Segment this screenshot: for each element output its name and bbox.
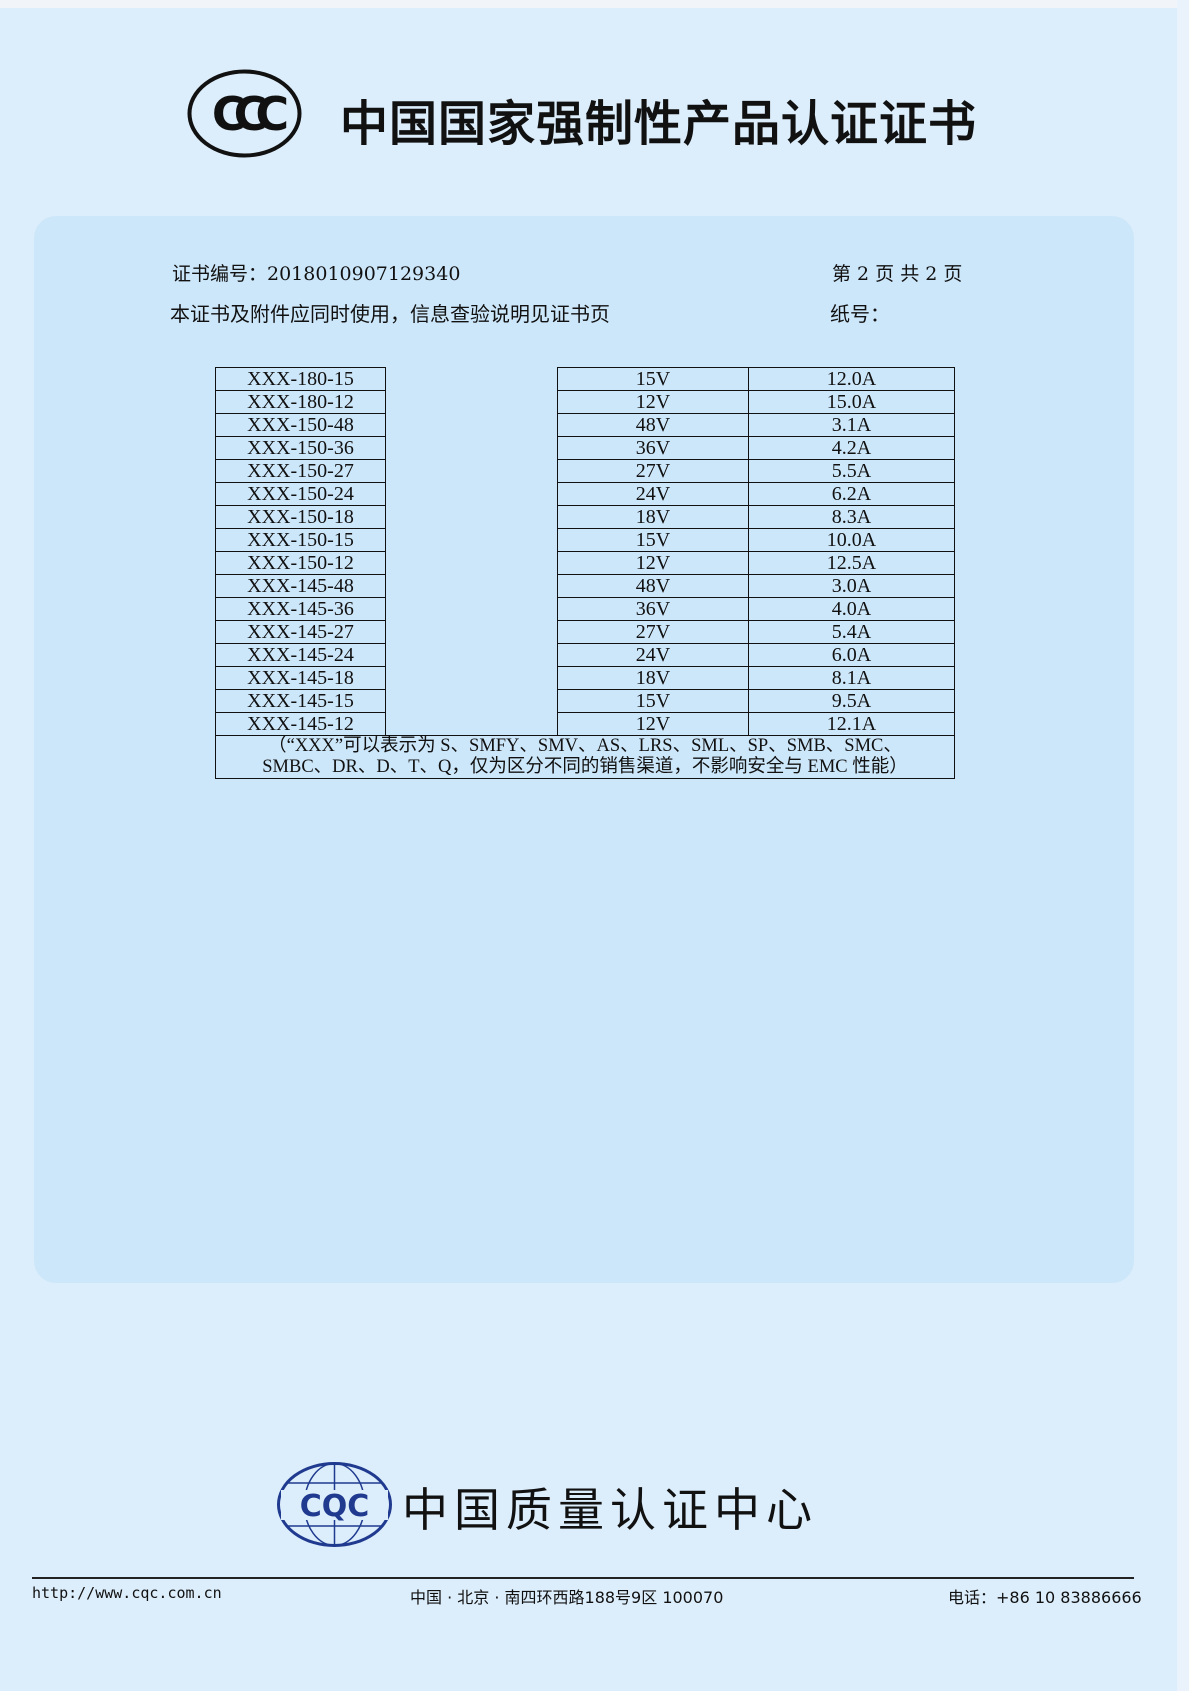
model-cell: XXX-145-18 — [215, 666, 386, 690]
current-cell: 4.2A — [748, 436, 955, 460]
voltage-cell: 24V — [557, 482, 749, 506]
page-info: 第 2 页 共 2 页 — [832, 263, 963, 285]
certificate-title: 中国国家强制性产品认证证书 — [340, 96, 978, 152]
current-cell: 5.5A — [748, 459, 955, 483]
voltage-cell: 15V — [557, 528, 749, 552]
top-strip — [0, 0, 1189, 8]
model-cell: XXX-145-12 — [215, 712, 386, 736]
model-cell: XXX-150-24 — [215, 482, 386, 506]
paper-number-label: 纸号： — [830, 302, 890, 326]
model-cell: XXX-145-24 — [215, 643, 386, 667]
current-cell: 3.0A — [748, 574, 955, 598]
model-cell: XXX-150-18 — [215, 505, 386, 529]
right-strip — [1177, 0, 1189, 1691]
voltage-cell: 18V — [557, 505, 749, 529]
voltage-cell: 27V — [557, 459, 749, 483]
table-note-line-2: SMBC、DR、D、T、Q，仅为区分不同的销售渠道，不影响安全与 EMC 性能） — [262, 757, 908, 777]
model-cell: XXX-150-36 — [215, 436, 386, 460]
current-cell: 9.5A — [748, 689, 955, 713]
model-cell: XXX-150-48 — [215, 413, 386, 437]
cqc-logo: CQC — [277, 1462, 392, 1547]
voltage-cell: 48V — [557, 574, 749, 598]
voltage-cell: 24V — [557, 643, 749, 667]
footer-divider — [32, 1577, 1134, 1579]
cqc-org-name: 中国质量认证中心 — [402, 1483, 818, 1537]
table-note: （“XXX”可以表示为 S、SMFY、SMV、AS、LRS、SML、SP、SMB… — [215, 735, 955, 779]
model-cell: XXX-180-12 — [215, 390, 386, 414]
voltage-cell: 15V — [557, 367, 749, 391]
voltage-cell: 12V — [557, 390, 749, 414]
model-cell: XXX-145-36 — [215, 597, 386, 621]
current-cell: 4.0A — [748, 597, 955, 621]
model-cell: XXX-145-15 — [215, 689, 386, 713]
model-cell: XXX-150-15 — [215, 528, 386, 552]
voltage-cell: 12V — [557, 712, 749, 736]
voltage-cell: 36V — [557, 597, 749, 621]
current-cell: 10.0A — [748, 528, 955, 552]
current-cell: 5.4A — [748, 620, 955, 644]
footer-phone: 电话：+86 10 83886666 — [948, 1588, 1142, 1607]
model-cell: XXX-150-27 — [215, 459, 386, 483]
voltage-cell: 48V — [557, 413, 749, 437]
current-cell: 12.5A — [748, 551, 955, 575]
svg-text:CQC: CQC — [300, 1489, 370, 1524]
model-cell: XXX-145-27 — [215, 620, 386, 644]
current-cell: 12.1A — [748, 712, 955, 736]
voltage-cell: 15V — [557, 689, 749, 713]
model-cell: XXX-150-12 — [215, 551, 386, 575]
voltage-cell: 27V — [557, 620, 749, 644]
voltage-cell: 18V — [557, 666, 749, 690]
certificate-number: 证书编号：2018010907129340 — [172, 263, 461, 285]
voltage-cell: 36V — [557, 436, 749, 460]
usage-note: 本证书及附件应同时使用，信息查验说明见证书页 — [170, 302, 610, 326]
current-cell: 3.1A — [748, 413, 955, 437]
footer-address: 中国 · 北京 · 南四环西路188号9区 100070 — [410, 1588, 724, 1607]
model-cell: XXX-145-48 — [215, 574, 386, 598]
svg-text:CCC: CCC — [212, 87, 287, 141]
content-panel — [34, 216, 1134, 1283]
footer-url[interactable]: http://www.cqc.com.cn — [32, 1584, 222, 1602]
current-cell: 8.3A — [748, 505, 955, 529]
table-note-line-1: （“XXX”可以表示为 S、SMFY、SMV、AS、LRS、SML、SP、SMB… — [268, 736, 902, 756]
model-cell: XXX-180-15 — [215, 367, 386, 391]
current-cell: 12.0A — [748, 367, 955, 391]
voltage-cell: 12V — [557, 551, 749, 575]
current-cell: 8.1A — [748, 666, 955, 690]
current-cell: 6.0A — [748, 643, 955, 667]
current-cell: 6.2A — [748, 482, 955, 506]
ccc-logo: CCC — [187, 69, 302, 158]
current-cell: 15.0A — [748, 390, 955, 414]
